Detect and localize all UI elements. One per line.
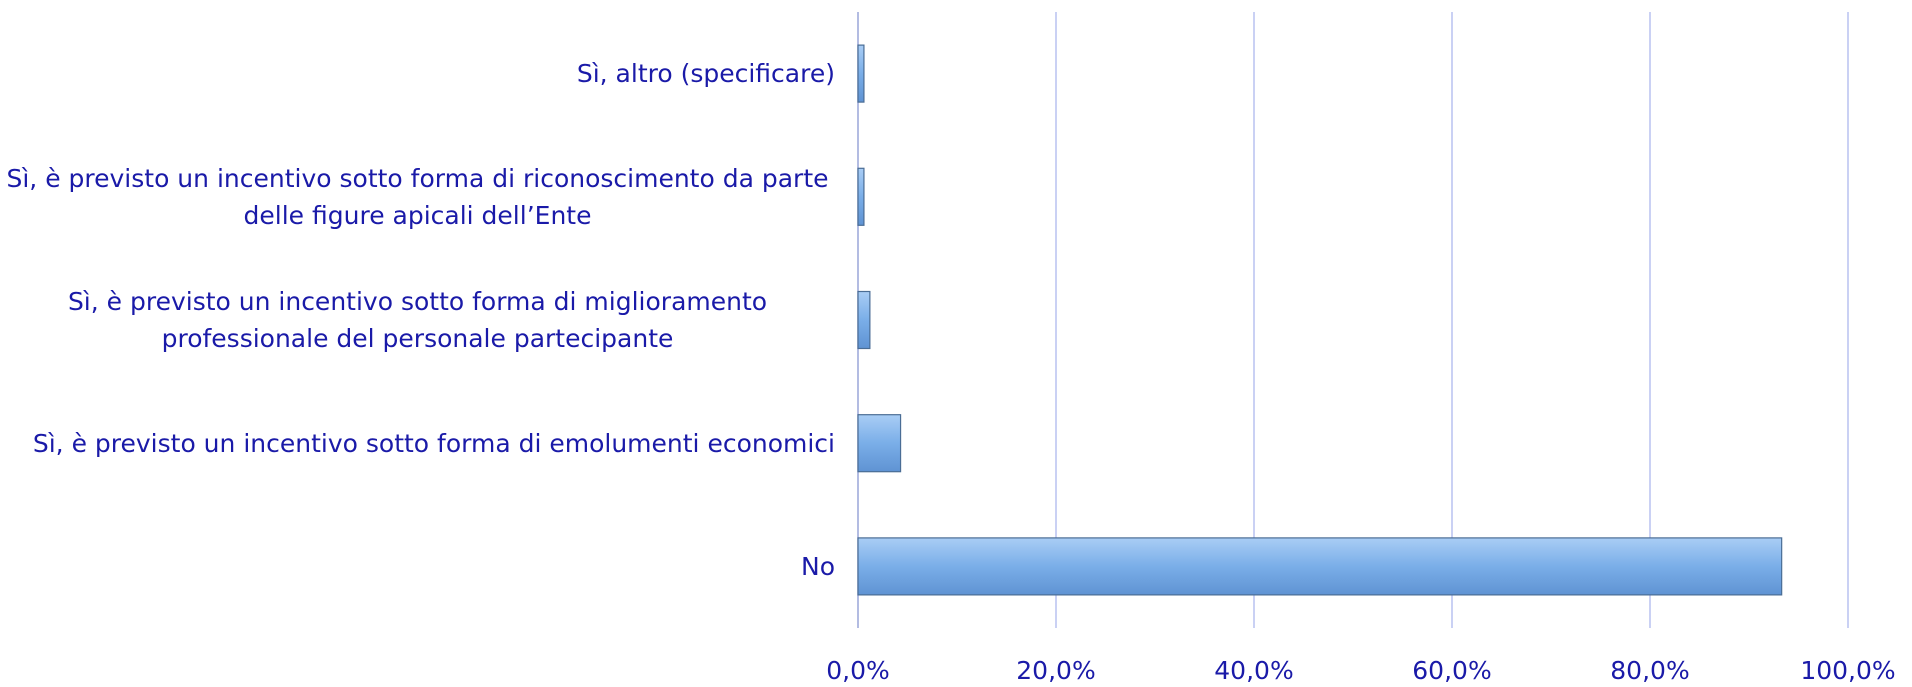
bar bbox=[857, 537, 1783, 596]
bar bbox=[857, 414, 902, 473]
bar bbox=[857, 44, 865, 103]
x-tick-label: 20,0% bbox=[1016, 656, 1095, 685]
category-text: Sì, è previsto un incentivo sotto forma … bbox=[67, 286, 768, 353]
y-tick-label: Sì, è previsto un incentivo sotto forma … bbox=[0, 135, 835, 258]
category-text: Sì, è previsto un incentivo sotto forma … bbox=[6, 163, 829, 230]
x-tick-label: 80,0% bbox=[1610, 656, 1689, 685]
x-tick-label: 60,0% bbox=[1412, 656, 1491, 685]
y-tick-label: Sì, altro (specificare) bbox=[0, 12, 835, 135]
x-tick-label: 0,0% bbox=[826, 656, 890, 685]
bar bbox=[857, 167, 865, 226]
y-tick-label: Sì, è previsto un incentivo sotto forma … bbox=[0, 258, 835, 381]
y-tick-label: Sì, è previsto un incentivo sotto forma … bbox=[0, 382, 835, 505]
category-text: Sì, è previsto un incentivo sotto forma … bbox=[32, 428, 835, 458]
category-text: No bbox=[801, 551, 835, 581]
bar bbox=[857, 290, 871, 350]
category-text: Sì, altro (specificare) bbox=[576, 59, 835, 89]
y-tick-label: No bbox=[0, 505, 835, 628]
x-tick-label: 100,0% bbox=[1800, 656, 1895, 685]
x-tick-label: 40,0% bbox=[1214, 656, 1293, 685]
